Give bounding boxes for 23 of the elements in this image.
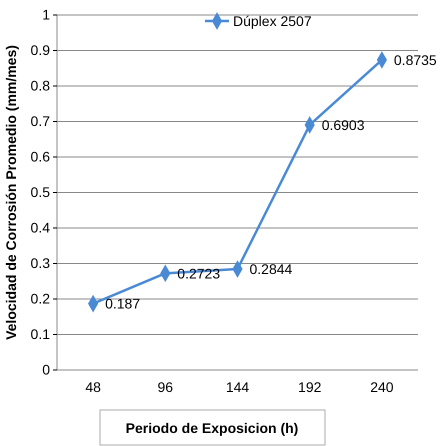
legend-label: Dúplex 2507 <box>233 13 312 29</box>
y-tick-label: 0.9 <box>30 42 50 58</box>
x-tick-label: 48 <box>85 378 102 395</box>
data-label: 0.187 <box>105 296 140 312</box>
x-tick-label: 144 <box>226 378 250 395</box>
y-tick-label: 0.4 <box>30 219 50 236</box>
y-tick-label: 0.5 <box>30 184 50 200</box>
y-tick-label: 0.8 <box>30 77 50 94</box>
x-tick-label: 192 <box>298 378 322 395</box>
y-tick-label: 0.7 <box>30 112 50 129</box>
data-label: 0.8735 <box>394 52 437 68</box>
y-tick-label: 0.1 <box>30 326 50 342</box>
y-tick-label: 0.3 <box>30 254 50 271</box>
x-tick-label: 96 <box>158 378 174 395</box>
y-tick-label: 0.6 <box>30 148 50 164</box>
y-tick-label: 0 <box>42 361 50 378</box>
data-label: 0.2844 <box>250 261 293 278</box>
y-tick-label: 1 <box>42 6 50 22</box>
data-label: 0.6903 <box>322 116 365 133</box>
y-tick-label: 0.2 <box>30 290 50 306</box>
x-tick-label: 240 <box>370 378 394 395</box>
x-axis-title: Periodo de Exposicion (h) <box>126 420 298 436</box>
y-axis-title: Velocidad de Corrosión Promedio (mm/mes) <box>3 45 19 340</box>
